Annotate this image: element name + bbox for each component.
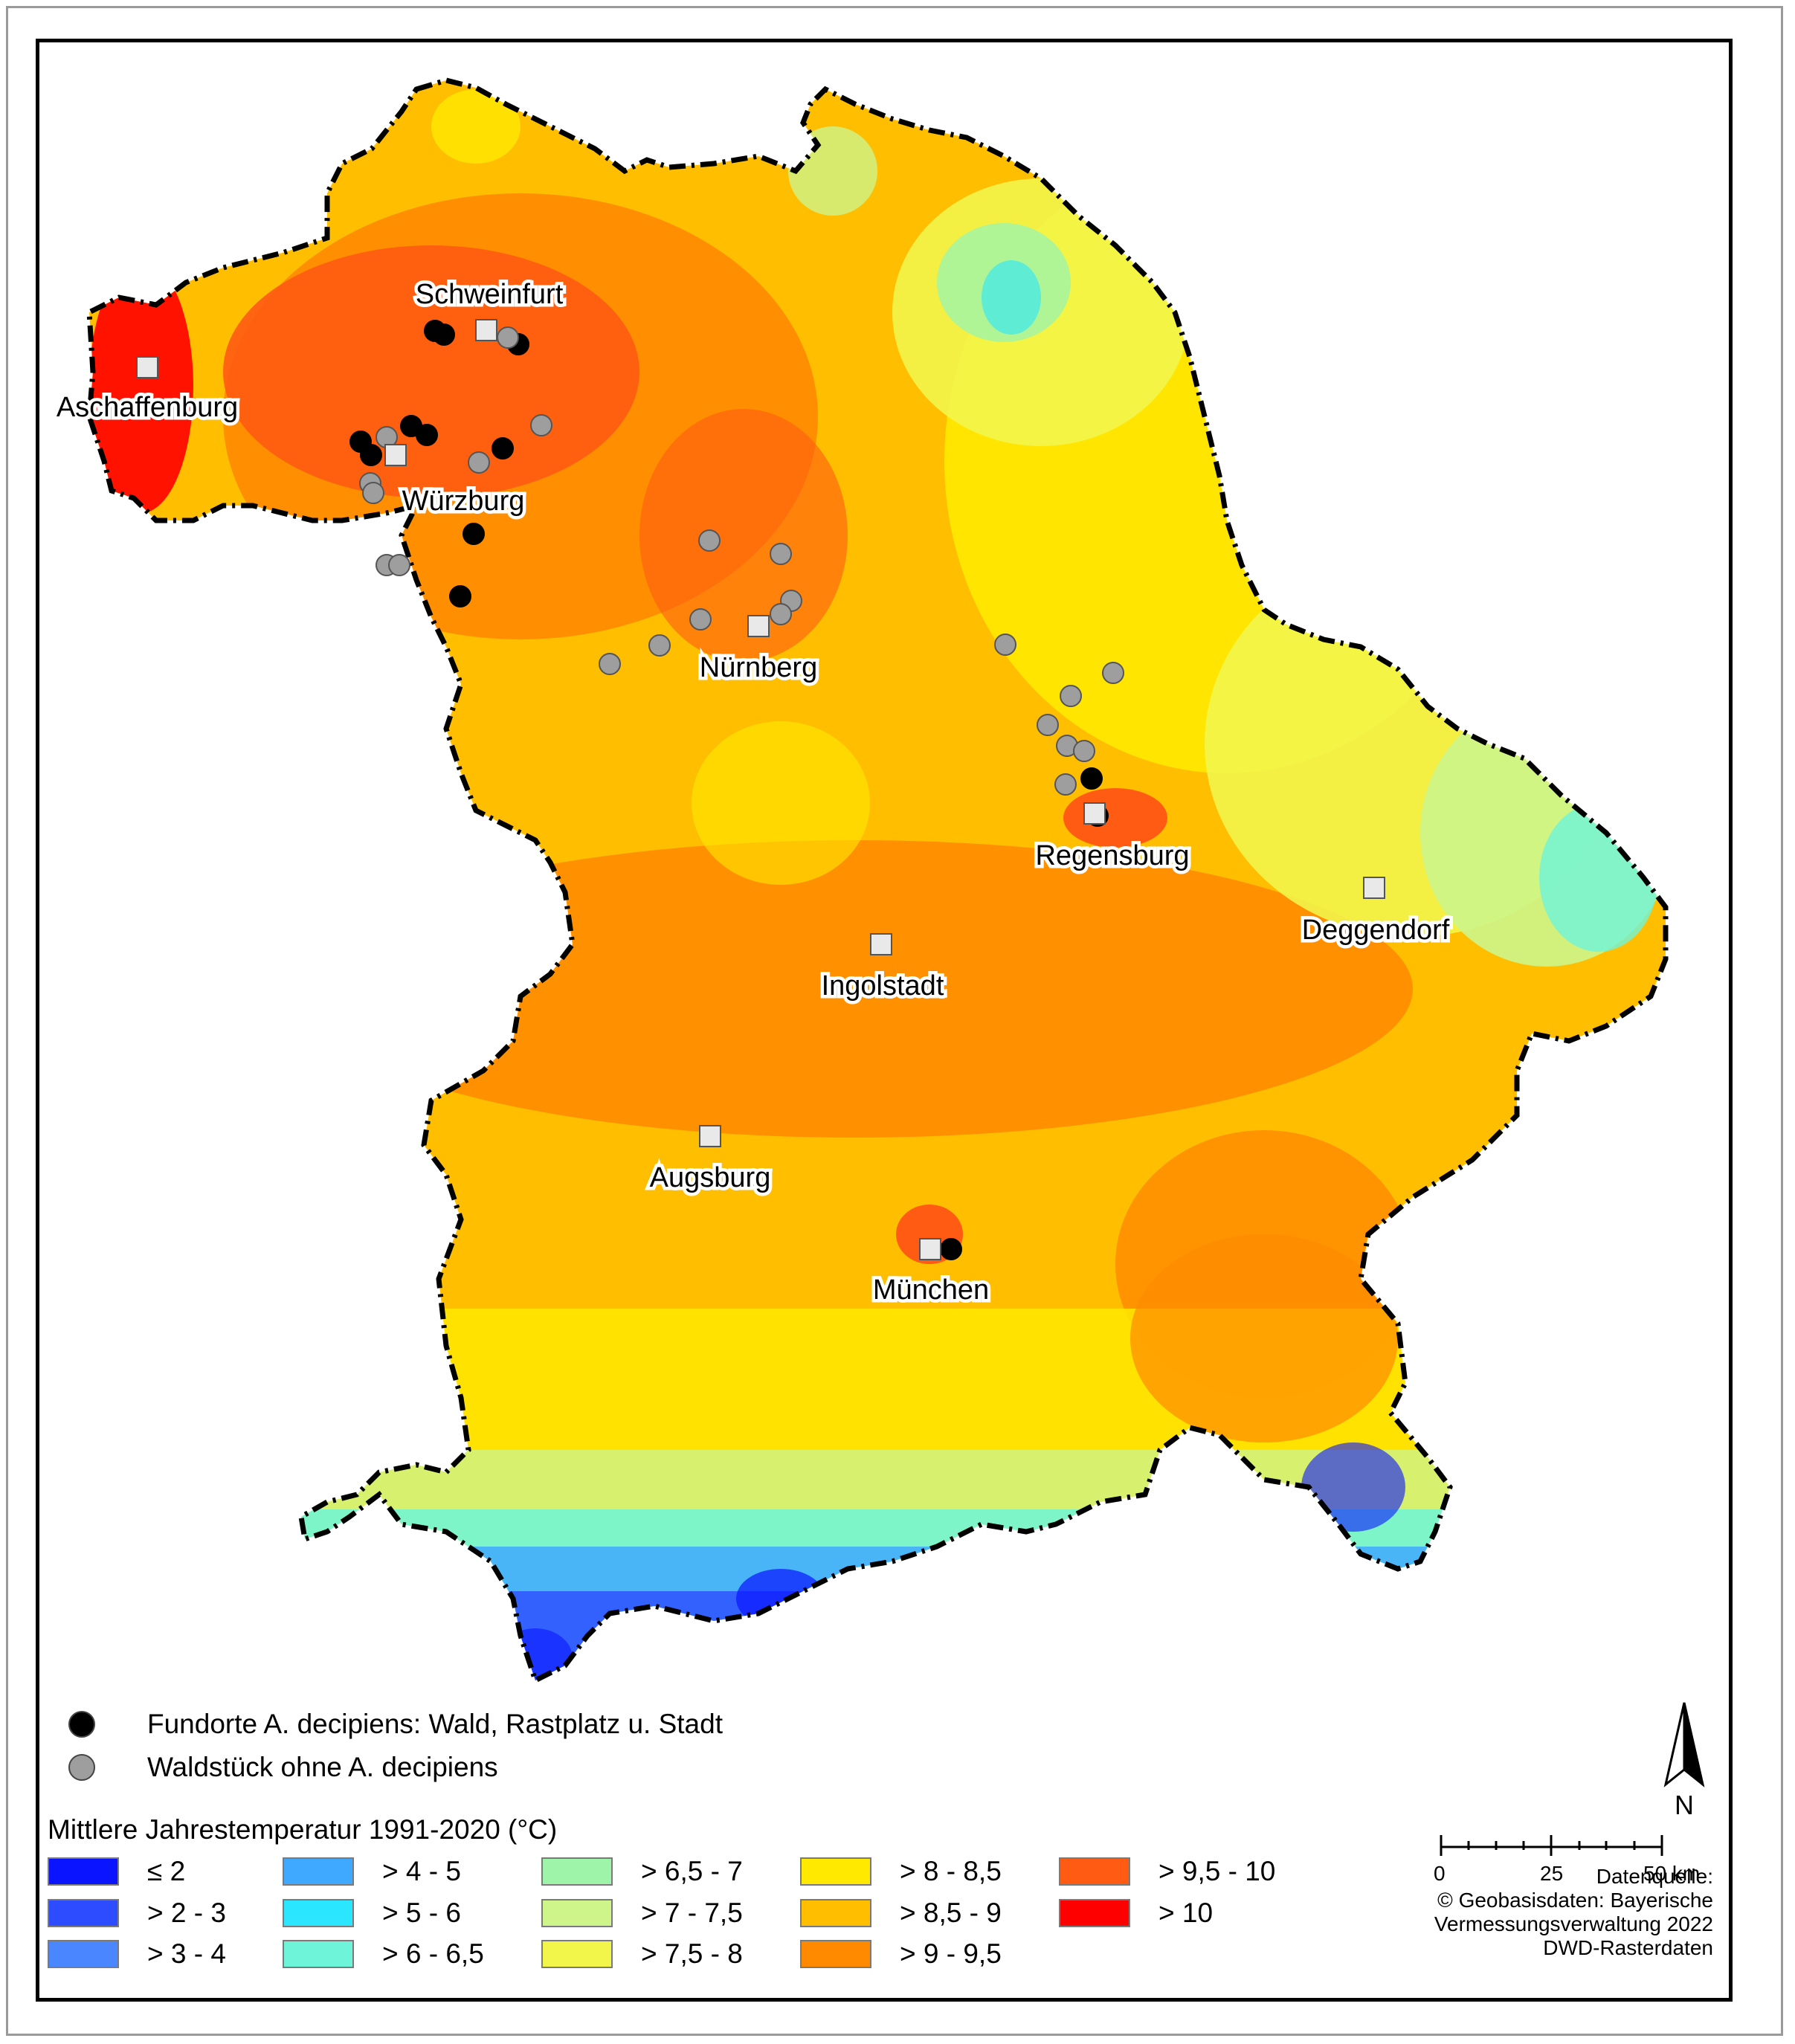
legend-class-label: ≤ 2 xyxy=(147,1856,186,1886)
legend-point-label: Fundorte A. decipiens: Wald, Rastplatz u… xyxy=(147,1709,723,1739)
legend-class-label: > 7 - 7,5 xyxy=(641,1898,743,1928)
legend-class-item: > 6,5 - 7 xyxy=(541,1856,743,1887)
city-label: Aschaffenburg xyxy=(57,392,238,423)
legend-swatch xyxy=(1059,1857,1130,1886)
legend-swatch xyxy=(800,1857,871,1886)
city-marker xyxy=(919,1238,941,1260)
legend-class-item: > 8,5 - 9 xyxy=(800,1898,1002,1929)
legend-class-item: ≤ 2 xyxy=(48,1856,185,1887)
temperature-raster xyxy=(89,80,1666,1680)
legend-class-label: > 6,5 - 7 xyxy=(641,1856,743,1886)
legend-point-grey: Waldstück ohne A. decipiens xyxy=(68,1752,498,1783)
legend-swatch xyxy=(283,1857,354,1886)
forest-points xyxy=(359,326,1124,796)
credits-line: DWD-Rasterdaten xyxy=(1543,1936,1713,1959)
city-label: Nürnberg xyxy=(700,652,817,683)
city-label: Schweinfurt xyxy=(416,279,564,310)
credits-line: Vermessungsverwaltung 2022 xyxy=(1434,1912,1713,1935)
city-marker xyxy=(136,356,158,378)
scale-label-50: 50 km xyxy=(1643,1862,1701,1885)
city-label: München xyxy=(873,1274,989,1306)
credits: Datenquelle: © Geobasisdaten: Bayerische… xyxy=(1434,1865,1713,1960)
legend-class-label: > 2 - 3 xyxy=(147,1898,226,1928)
credits-line: Datenquelle: xyxy=(1596,1865,1713,1888)
legend-swatch xyxy=(283,1899,354,1927)
legend-class-item: > 9 - 9,5 xyxy=(800,1938,1002,1970)
legend-class-label: > 6 - 6,5 xyxy=(382,1938,484,1969)
city-label: Augsburg xyxy=(650,1162,771,1193)
cities: Schweinfurt Aschaffenburg Würzburg Nürnb… xyxy=(53,276,1453,1309)
grey-dot-icon xyxy=(68,1754,95,1781)
legend-class-item: > 6 - 6,5 xyxy=(283,1938,484,1970)
legend-class-item: > 3 - 4 xyxy=(48,1938,226,1970)
city-label: Deggendorf xyxy=(1302,915,1450,946)
legend-swatch xyxy=(283,1940,354,1968)
legend-swatch xyxy=(1059,1899,1130,1927)
legend-class-label: > 8 - 8,5 xyxy=(900,1856,1002,1886)
city-marker xyxy=(384,444,407,466)
city-marker xyxy=(699,1125,721,1147)
legend-class-label: > 4 - 5 xyxy=(382,1856,461,1886)
north-arrow: N xyxy=(1663,1702,1705,1820)
city-marker xyxy=(475,319,497,341)
legend-class-item: > 2 - 3 xyxy=(48,1898,226,1929)
city-label: Würzburg xyxy=(402,486,525,517)
city-marker xyxy=(1083,802,1106,825)
scale-bar xyxy=(1440,1835,1663,1856)
legend-class-label: > 10 xyxy=(1158,1898,1214,1928)
scale-label-0: 0 xyxy=(1434,1862,1446,1885)
legend-title: Mittlere Jahrestemperatur 1991-2020 (°C) xyxy=(48,1814,558,1845)
legend-point-label: Waldstück ohne A. decipiens xyxy=(147,1752,498,1782)
outer-frame xyxy=(6,6,1783,2036)
legend-class-item: > 9,5 - 10 xyxy=(1059,1856,1275,1887)
legend-class-label: > 5 - 6 xyxy=(382,1898,461,1928)
city-label: Ingolstadt xyxy=(822,970,944,1002)
legend-swatch xyxy=(800,1899,871,1927)
legend-swatch xyxy=(48,1857,119,1886)
legend-class-label: > 3 - 4 xyxy=(147,1938,226,1969)
legend-swatch xyxy=(541,1940,613,1968)
city-marker xyxy=(1363,877,1385,899)
map-frame xyxy=(36,39,1733,2002)
legend-class-item: > 8 - 8,5 xyxy=(800,1856,1002,1887)
legend-class-item: > 7,5 - 8 xyxy=(541,1938,743,1970)
legend-class-item: > 5 - 6 xyxy=(283,1898,461,1929)
city-marker xyxy=(870,933,892,955)
legend-class-label: > 9 - 9,5 xyxy=(900,1938,1002,1969)
legend-swatch xyxy=(541,1899,613,1927)
credits-line: © Geobasisdaten: Bayerische xyxy=(1437,1889,1713,1912)
north-label: N xyxy=(1675,1790,1694,1820)
legend-class-label: > 8,5 - 9 xyxy=(900,1898,1002,1928)
legend-class-label: > 7,5 - 8 xyxy=(641,1938,743,1969)
black-dot-icon xyxy=(68,1711,95,1738)
legend-swatch xyxy=(48,1899,119,1927)
legend-class-item: > 10 xyxy=(1059,1898,1213,1929)
legend-swatch xyxy=(541,1857,613,1886)
scale-label-25: 25 xyxy=(1540,1862,1564,1885)
legend-class-label: > 9,5 - 10 xyxy=(1158,1856,1276,1886)
city-marker xyxy=(747,615,770,637)
city-label: Regensburg xyxy=(1035,840,1189,871)
legend-swatch xyxy=(48,1940,119,1968)
legend-point-black: Fundorte A. decipiens: Wald, Rastplatz u… xyxy=(68,1709,723,1740)
legend-class-item: > 7 - 7,5 xyxy=(541,1898,743,1929)
legend-class-item: > 4 - 5 xyxy=(283,1856,461,1887)
legend-swatch xyxy=(800,1940,871,1968)
